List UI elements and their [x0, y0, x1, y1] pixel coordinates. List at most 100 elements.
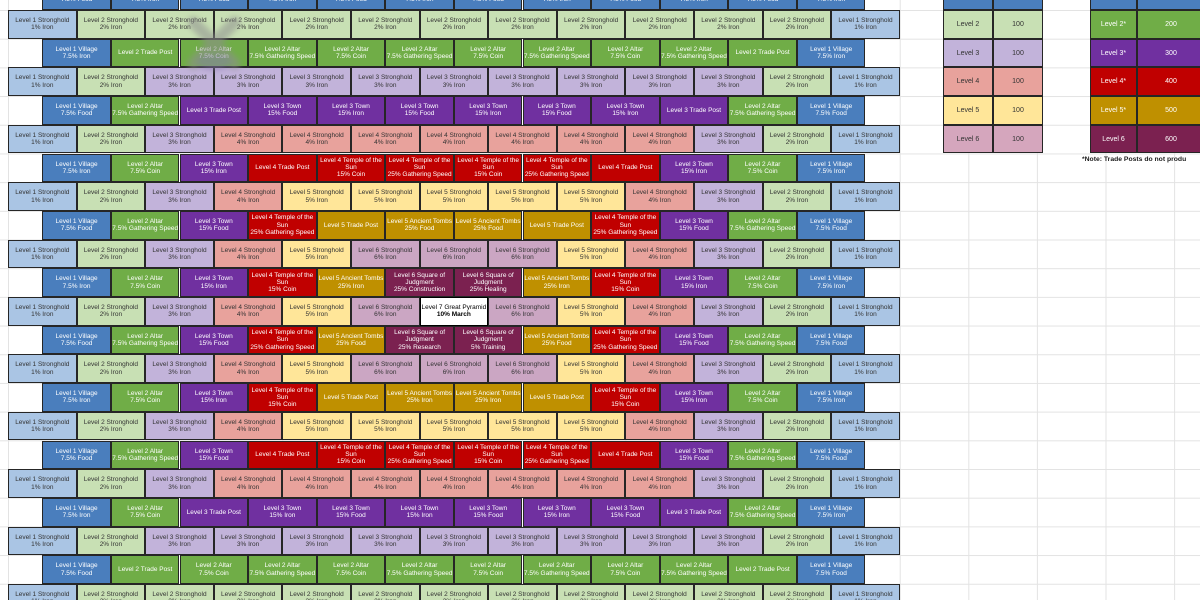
cell-level-4-stronghold[interactable]: Level 4 Stronghold 4% Iron	[419, 124, 489, 154]
legend-basic-value[interactable]: 100	[993, 38, 1043, 68]
cell-level-3-town[interactable]: Level 3 Town 15% Food	[316, 497, 386, 527]
cell-level-4-stronghold[interactable]: Level 4 Stronghold 4% Iron	[625, 182, 694, 211]
cell-level-4-stronghold[interactable]: Level 4 Stronghold 4% Iron	[213, 411, 283, 441]
cell-level-3-trade-post[interactable]: Level 3 Trade Post	[179, 96, 249, 125]
cell-level-4-temple-of-the-sun[interactable]: Level 4 Temple of the Sun 25% Gathering S…	[385, 153, 454, 183]
cell-level-3-stronghold[interactable]: Level 3 Stronghold 3% Iron	[694, 411, 763, 441]
cell-level-2-altar[interactable]: Level 2 Altar 7.5% Coin	[591, 555, 660, 584]
cell-level-4-stronghold[interactable]: Level 4 Stronghold 4% Iron	[282, 469, 351, 498]
cell-level-2-altar[interactable]: Level 2 Altar 7.5% Gathering Speed	[728, 497, 797, 527]
cell-level-4-stronghold[interactable]: Level 4 Stronghold 4% Iron	[625, 124, 694, 154]
cell-level-4-temple-of-the-sun[interactable]: Level 4 Temple of the Sun 25% Gathering S…	[591, 325, 660, 355]
cell-level-3-stronghold[interactable]: Level 3 Stronghold 3% Iron	[351, 67, 420, 97]
cell-level-4-stronghold[interactable]: Level 4 Stronghold 4% Iron	[351, 469, 420, 498]
cell-level-4-temple-of-the-sun[interactable]: Level 4 Temple of the Sun 15% Coin	[591, 383, 660, 412]
cell-level-2-altar[interactable]: Level 2 Altar 7.5% Gathering Speed	[110, 210, 180, 240]
cell-level-2-trade-post[interactable]: Level 2 Trade Post	[728, 555, 797, 584]
cell-level-2-altar[interactable]: Level 2 Altar 7.5% Gathering Speed	[659, 38, 729, 68]
cell-level-3-stronghold[interactable]: Level 3 Stronghold 3% Iron	[145, 411, 214, 441]
cell-level-2-altar[interactable]: Level 2 Altar 7.5% Gathering Speed	[110, 440, 180, 470]
cell-level-7-great-pyramid[interactable]: Level 7 Great Pyramid 10% March	[419, 297, 489, 326]
cell-level-3-stronghold[interactable]: Level 3 Stronghold 3% Iron	[694, 526, 763, 556]
cell-level-2-altar[interactable]: Level 2 Altar 7.5% Coin	[591, 38, 660, 68]
cell-level-2-altar[interactable]: Level 2 Altar 7.5% Gathering Speed	[728, 440, 797, 470]
cell-level-4-temple-of-the-sun[interactable]: Level 4 Temple of the Sun 15% Coin	[453, 153, 523, 183]
cell-level-6-square-of-judgment[interactable]: Level 6 Square of Judgment 25% Constructi…	[385, 268, 454, 297]
cell-level-5-stronghold[interactable]: Level 5 Stronghold 5% Iron	[556, 354, 626, 384]
cell-level-2-altar[interactable]: Level 2 Altar 7.5% Coin	[110, 268, 180, 297]
cell-level-2-altar[interactable]: Level 2 Altar 7.5% Gathering Speed	[728, 210, 797, 240]
cell-level-5-ancient-tombs[interactable]: Level 5 Ancient Tombs 25% Iron	[316, 268, 386, 297]
cell-level-2-altar[interactable]: Level 2 Altar 7.5% Coin	[110, 497, 180, 527]
cell-level-6-square-of-judgment[interactable]: Level 6 Square of Judgment 25% Healing	[453, 268, 523, 297]
cell-level-6-square-of-judgment[interactable]: Level 6 Square of Judgment 25% Research	[385, 325, 454, 355]
cell-level-3-stronghold[interactable]: Level 3 Stronghold 3% Iron	[625, 67, 694, 97]
cell-level-4-stronghold[interactable]: Level 4 Stronghold 4% Iron	[282, 124, 351, 154]
cell-level-2-altar[interactable]: Level 2 Altar 7.5% Coin	[728, 383, 797, 412]
cell-level-2-trade-post[interactable]: Level 2 Trade Post	[728, 38, 797, 68]
cell-level-3-town[interactable]: Level 3 Town 15% Iron	[659, 268, 729, 297]
cell-level-4-trade-post[interactable]: Level 4 Trade Post	[248, 153, 317, 183]
cell-level-2-altar[interactable]: Level 2 Altar 7.5% Coin	[316, 555, 386, 584]
cell-level-2-altar[interactable]: Level 2 Altar 7.5% Gathering Speed	[385, 555, 454, 584]
cell-level-3-stronghold[interactable]: Level 3 Stronghold 3% Iron	[145, 469, 214, 498]
cell-level-2-altar[interactable]: Level 2 Altar 7.5% Coin	[453, 38, 523, 68]
legend-basic-value[interactable]: 100	[993, 96, 1043, 125]
cell-level-2-altar[interactable]: Level 2 Altar 7.5% Gathering Speed	[728, 96, 797, 125]
cell-level-6-square-of-judgment[interactable]: Level 6 Square of Judgment 5% Training	[453, 325, 523, 355]
cell-level-5-stronghold[interactable]: Level 5 Stronghold 5% Iron	[351, 182, 420, 211]
cell-level-5-stronghold[interactable]: Level 5 Stronghold 5% Iron	[282, 239, 351, 269]
cell-level-2-trade-post[interactable]: Level 2 Trade Post	[110, 555, 180, 584]
cell-level-2-altar[interactable]: Level 2 Altar 7.5% Gathering Speed	[385, 38, 454, 68]
cell-level-3-trade-post[interactable]: Level 3 Trade Post	[659, 497, 729, 527]
cell-level-6-stronghold[interactable]: Level 6 Stronghold 6% Iron	[419, 239, 489, 269]
cell-level-5-ancient-tombs[interactable]: Level 5 Ancient Tombs 25% Iron	[453, 383, 523, 412]
cell-level-4-temple-of-the-sun[interactable]: Level 4 Temple of the Sun 15% Coin	[453, 440, 523, 470]
cell-level-4-temple-of-the-sun[interactable]: Level 4 Temple of the Sun 25% Gathering S…	[248, 210, 317, 240]
